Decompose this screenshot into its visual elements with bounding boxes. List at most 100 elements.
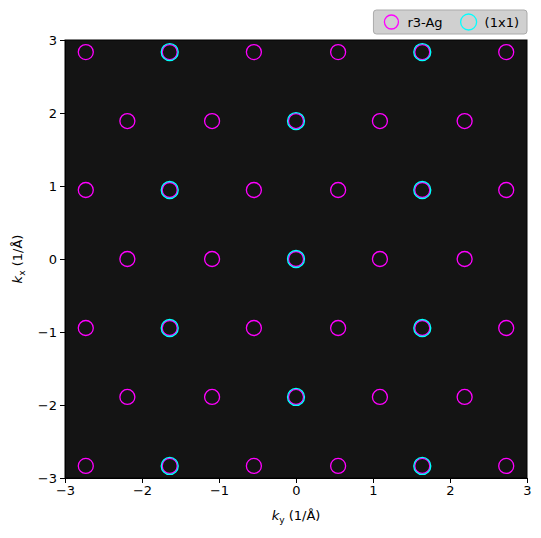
marker bbox=[289, 114, 304, 129]
marker bbox=[331, 320, 346, 335]
tick: 1 bbox=[369, 478, 377, 498]
tick: 3 bbox=[49, 33, 65, 48]
marker bbox=[499, 320, 514, 335]
marker bbox=[288, 388, 305, 405]
tick-mark bbox=[60, 259, 65, 260]
points bbox=[78, 44, 513, 475]
tick-mark bbox=[60, 113, 65, 114]
tick-label: 1 bbox=[369, 483, 377, 498]
tick-label: 0 bbox=[49, 252, 57, 267]
marker bbox=[415, 458, 430, 473]
marker bbox=[372, 252, 387, 267]
x-axis-title: ky (1/Å) bbox=[272, 508, 321, 525]
tick-mark bbox=[60, 186, 65, 187]
tick: 0 bbox=[49, 252, 65, 267]
marker bbox=[415, 45, 430, 60]
marker bbox=[205, 114, 220, 129]
marker bbox=[78, 458, 93, 473]
marker bbox=[457, 114, 472, 129]
marker bbox=[161, 44, 178, 61]
marker bbox=[414, 457, 431, 474]
marker bbox=[120, 252, 135, 267]
tick-mark bbox=[60, 40, 65, 41]
marker bbox=[414, 319, 431, 336]
marker bbox=[78, 320, 93, 335]
tick-label: −1 bbox=[38, 325, 57, 340]
tick-label: 2 bbox=[49, 106, 57, 121]
marker bbox=[414, 182, 431, 199]
tick-label: −2 bbox=[38, 398, 57, 413]
tick-mark bbox=[60, 478, 65, 479]
tick-label: 1 bbox=[49, 179, 57, 194]
marker bbox=[161, 182, 178, 199]
marker bbox=[331, 183, 346, 198]
marker bbox=[499, 183, 514, 198]
marker bbox=[331, 45, 346, 60]
legend-label: r3-Ag bbox=[407, 15, 442, 30]
marker bbox=[289, 252, 304, 267]
tick-label: 0 bbox=[292, 483, 300, 498]
tick: 3 bbox=[523, 478, 531, 498]
chart: −3 −2 −1 0 1 2 3 −3 −2 −1 0 1 2 3 ky (1/Å) kx (1/Å) r3-A… bbox=[0, 0, 541, 538]
marker bbox=[246, 458, 261, 473]
tick: 2 bbox=[446, 478, 454, 498]
marker bbox=[162, 320, 177, 335]
plot-frame bbox=[65, 40, 527, 478]
tick: −1 bbox=[210, 478, 229, 498]
marker bbox=[205, 389, 220, 404]
marker bbox=[372, 114, 387, 129]
tick-label: −2 bbox=[133, 483, 152, 498]
tick-mark bbox=[60, 332, 65, 333]
marker bbox=[162, 45, 177, 60]
marker bbox=[78, 45, 93, 60]
tick-label: 3 bbox=[49, 33, 57, 48]
tick: 0 bbox=[292, 478, 300, 498]
tick: −3 bbox=[38, 471, 65, 486]
marker bbox=[289, 389, 304, 404]
marker bbox=[205, 252, 220, 267]
marker bbox=[288, 251, 305, 268]
marker bbox=[457, 252, 472, 267]
marker bbox=[499, 458, 514, 473]
marker bbox=[457, 389, 472, 404]
marker bbox=[161, 457, 178, 474]
tick: 2 bbox=[49, 106, 65, 121]
marker bbox=[331, 458, 346, 473]
y-axis: −3 −2 −1 0 1 2 3 bbox=[38, 33, 66, 486]
x-axis: −3 −2 −1 0 1 2 3 bbox=[56, 478, 532, 498]
marker bbox=[161, 319, 178, 336]
marker bbox=[415, 320, 430, 335]
tick: −1 bbox=[38, 325, 65, 340]
tick-label: −3 bbox=[38, 471, 57, 486]
marker bbox=[162, 458, 177, 473]
legend-marker bbox=[384, 15, 398, 29]
marker bbox=[120, 114, 135, 129]
tick: −2 bbox=[38, 398, 65, 413]
marker bbox=[246, 45, 261, 60]
marker bbox=[499, 45, 514, 60]
marker bbox=[120, 389, 135, 404]
y-axis-title: kx (1/Å) bbox=[10, 235, 27, 284]
marker bbox=[246, 183, 261, 198]
legend-label: (1x1) bbox=[485, 15, 519, 30]
tick-mark bbox=[60, 405, 65, 406]
marker bbox=[415, 183, 430, 198]
legend-marker bbox=[461, 14, 477, 30]
tick-label: −1 bbox=[210, 483, 229, 498]
legend: r3-Ag (1x1) bbox=[373, 10, 527, 34]
marker bbox=[414, 44, 431, 61]
marker bbox=[162, 183, 177, 198]
legend-frame bbox=[373, 10, 527, 34]
plot: −3 −2 −1 0 1 2 3 −3 −2 −1 0 1 2 3 bbox=[38, 33, 532, 499]
marker bbox=[78, 183, 93, 198]
tick: 1 bbox=[49, 179, 65, 194]
marker bbox=[372, 389, 387, 404]
tick: −3 bbox=[56, 478, 75, 498]
plot-background bbox=[65, 40, 527, 478]
tick-label: 3 bbox=[523, 483, 531, 498]
tick-label: −3 bbox=[56, 483, 75, 498]
marker bbox=[246, 320, 261, 335]
tick-label: 2 bbox=[446, 483, 454, 498]
marker bbox=[288, 113, 305, 130]
tick: −2 bbox=[133, 478, 152, 498]
